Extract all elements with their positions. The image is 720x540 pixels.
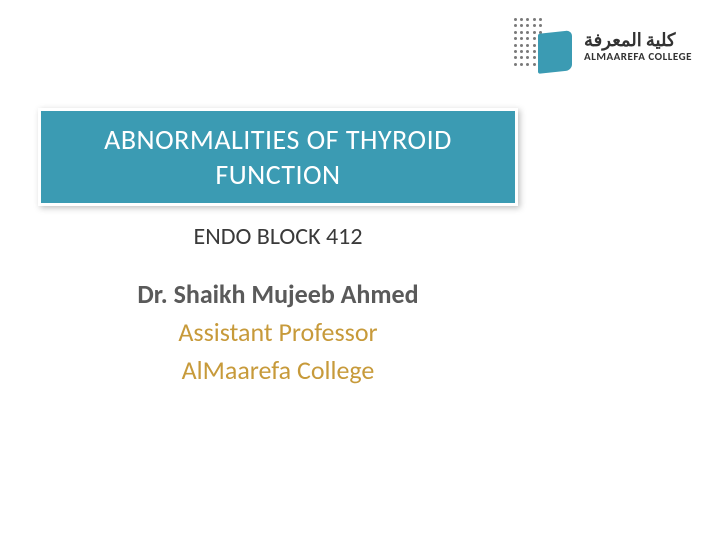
book-icon — [538, 30, 572, 74]
author-institution: AlMaarefa College — [0, 354, 556, 386]
slide-title: ABNORMALITIES OF THYROID FUNCTION — [61, 122, 495, 192]
logo-arabic: كلية المعرفة — [584, 31, 692, 51]
slide-subtitle: ENDO BLOCK 412 — [0, 222, 556, 251]
logo-area: كلية المعرفة ALMAAREFA COLLEGE — [514, 18, 692, 76]
author-block: Dr. Shaikh Mujeeb Ahmed Assistant Profes… — [0, 278, 556, 386]
logo-english: ALMAAREFA COLLEGE — [584, 51, 692, 63]
logo-text: كلية المعرفة ALMAAREFA COLLEGE — [584, 31, 692, 63]
logo-graphic — [514, 18, 572, 76]
author-role: Assistant Professor — [0, 316, 556, 348]
author-name: Dr. Shaikh Mujeeb Ahmed — [0, 278, 556, 310]
title-banner: ABNORMALITIES OF THYROID FUNCTION — [38, 108, 518, 206]
